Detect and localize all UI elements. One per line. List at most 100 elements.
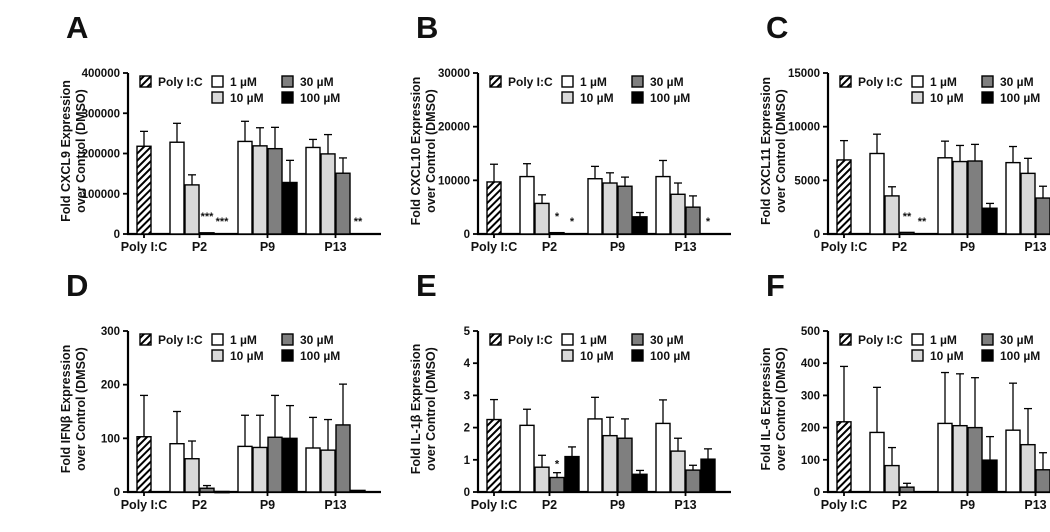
y-tick-label: 5000 — [794, 175, 820, 187]
y-tick-label: 400 — [801, 358, 820, 370]
bar-P9-30 µM — [967, 426, 983, 493]
legend-swatch-10 µM — [211, 349, 224, 362]
bar-P2-100 µM — [564, 455, 580, 493]
legend-swatch-1 µM — [211, 333, 224, 346]
x-group-label: Poly I:C — [821, 240, 868, 254]
bar-P13-1 µM — [1005, 429, 1021, 493]
bar-P2-1 µM — [519, 424, 535, 493]
legend-swatch-100 µM — [981, 349, 994, 362]
bar-Poly I:C-Poly I:C — [136, 436, 152, 493]
bar-P9-1 µM — [587, 418, 603, 493]
panel-e-letter: E — [416, 268, 437, 303]
legend-swatch-10 µM — [561, 349, 574, 362]
bar-P9-10 µM — [952, 424, 968, 493]
x-group-label: P2 — [192, 240, 207, 254]
legend-swatch-100 µM — [631, 349, 644, 362]
bar-P2-100 µM — [214, 490, 230, 494]
legend-label-1 µM: 1 µM — [930, 333, 957, 347]
bar-P2-1 µM — [169, 442, 185, 493]
bar-P9-1 µM — [587, 178, 603, 235]
x-group-label: P2 — [542, 498, 557, 512]
legend-swatch-30 µM — [281, 333, 294, 346]
legend-swatch-30 µM — [281, 75, 294, 88]
legend-swatch-100 µM — [281, 91, 294, 104]
x-group-label: Poly I:C — [471, 240, 518, 254]
legend-label-100 µM: 100 µM — [300, 91, 340, 105]
significance-stars: *** — [216, 216, 230, 228]
y-tick-label: 30000 — [438, 68, 470, 80]
legend-swatch-30 µM — [981, 75, 994, 88]
multi-panel-bar-figure: A Fold CXCL9 Expression over Control (DM… — [40, 10, 1050, 512]
bar-P13-100 µM — [350, 489, 366, 493]
legend-swatch-10 µM — [561, 91, 574, 104]
panel-b-letter: B — [416, 10, 439, 45]
legend-label-Poly I:C: Poly I:C — [508, 75, 553, 89]
y-tick-label: 10000 — [788, 122, 820, 134]
legend-swatch-1 µM — [911, 75, 924, 88]
legend-swatch-10 µM — [211, 91, 224, 104]
x-group-label: Poly I:C — [821, 498, 868, 512]
bar-P2-10 µM — [884, 464, 900, 493]
bar-P9-100 µM — [632, 216, 648, 235]
significance-stars: * — [555, 211, 560, 223]
panel-d: D Fold IFNβ Expression over Control (DMS… — [40, 268, 381, 512]
legend-label-30 µM: 30 µM — [650, 75, 684, 89]
panel-f: F Fold IL-6 Expression over Control (DMS… — [740, 268, 1050, 512]
y-tick-label: 10000 — [438, 175, 470, 187]
x-group-label: P13 — [1024, 240, 1046, 254]
bar-P13-30 µM — [335, 424, 351, 493]
x-group-label: P2 — [542, 240, 557, 254]
legend-label-100 µM: 100 µM — [1000, 349, 1040, 363]
significance-stars: ** — [918, 216, 927, 228]
x-group-label: Poly I:C — [121, 498, 168, 512]
y-tick-label: 3 — [464, 390, 470, 402]
bar-P9-30 µM — [617, 437, 633, 493]
legend-swatch-30 µM — [981, 333, 994, 346]
x-group-label: Poly I:C — [121, 240, 168, 254]
x-group-label: P9 — [960, 498, 975, 512]
bar-P13-30 µM — [335, 172, 351, 235]
bar-P13-30 µM — [1035, 197, 1050, 235]
legend-swatch-30 µM — [631, 333, 644, 346]
panel-a-letter: A — [66, 10, 89, 45]
bar-P9-30 µM — [967, 160, 983, 235]
legend-label-100 µM: 100 µM — [1000, 91, 1040, 105]
x-group-label: P2 — [892, 240, 907, 254]
legend-label-100 µM: 100 µM — [650, 349, 690, 363]
bar-P9-100 µM — [982, 459, 998, 493]
significance-stars: * — [706, 216, 711, 228]
legend-swatch-Poly I:C — [489, 75, 502, 88]
y-tick-label: 100 — [101, 433, 120, 445]
legend-label-10 µM: 10 µM — [930, 349, 964, 363]
y-tick-label: 0 — [464, 229, 470, 241]
y-tick-label: 300 — [801, 390, 820, 402]
y-tick-label: 200000 — [82, 149, 120, 161]
bar-P2-30 µM — [899, 486, 915, 493]
bar-P9-30 µM — [267, 147, 283, 235]
bar-P9-10 µM — [252, 446, 268, 493]
legend-label-10 µM: 10 µM — [230, 91, 264, 105]
legend-swatch-30 µM — [631, 75, 644, 88]
bar-P9-100 µM — [632, 473, 648, 493]
y-tick-label: 200 — [101, 380, 120, 392]
legend-label-100 µM: 100 µM — [300, 349, 340, 363]
legend-label-30 µM: 30 µM — [650, 333, 684, 347]
legend-swatch-1 µM — [561, 75, 574, 88]
legend-swatch-Poly I:C — [139, 333, 152, 346]
bar-P2-30 µM — [549, 476, 565, 493]
legend-swatch-10 µM — [911, 349, 924, 362]
legend-swatch-1 µM — [211, 75, 224, 88]
bar-P2-10 µM — [534, 202, 550, 235]
panel-b-bar-chart: 0 10000 20000 30000 Poly I:C P2 * * P9 P13 * Poly I… — [438, 68, 731, 254]
y-tick-label: 100 — [801, 455, 820, 467]
legend-label-30 µM: 30 µM — [1000, 75, 1034, 89]
panel-d-bar-chart: 0 100 200 300 Poly I:C P2 P9 P13 Poly I:C 1 µM 10 … — [101, 326, 381, 512]
legend-swatch-100 µM — [631, 91, 644, 104]
panel-b: B Fold CXCL10 Expression over Control (D… — [390, 10, 731, 254]
legend-label-Poly I:C: Poly I:C — [508, 333, 553, 347]
y-tick-label: 2 — [464, 423, 470, 435]
bar-P13-30 µM — [1035, 469, 1050, 493]
bar-P13-30 µM — [685, 469, 701, 493]
significance-stars: * — [555, 459, 560, 471]
